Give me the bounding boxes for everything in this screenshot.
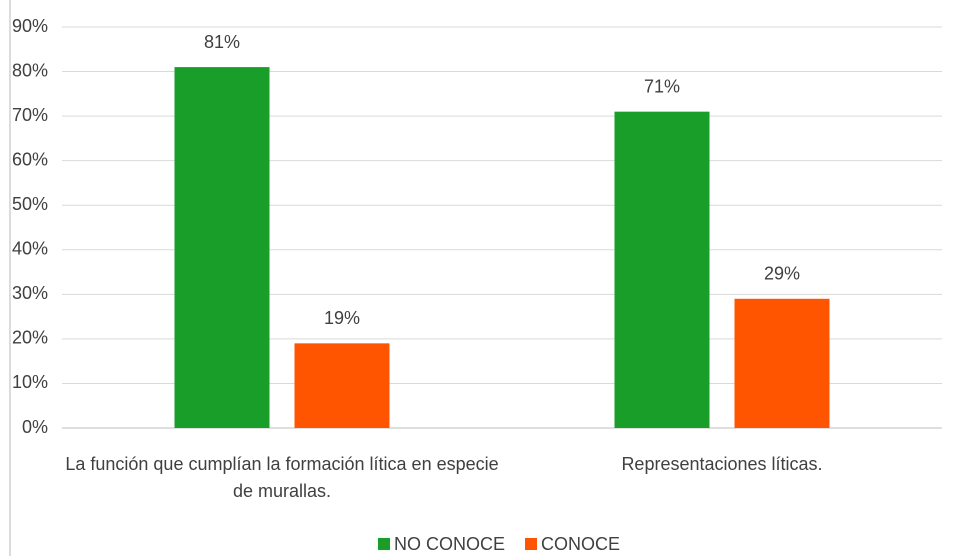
legend-swatch <box>378 538 390 550</box>
y-tick-label: 0% <box>22 417 48 437</box>
y-tick-label: 50% <box>12 194 48 214</box>
value-label: 19% <box>324 308 360 328</box>
value-label: 29% <box>764 264 800 284</box>
y-tick-label: 70% <box>12 105 48 125</box>
legend-label: CONOCE <box>541 534 620 554</box>
x-tick-label: Representaciones líticas. <box>621 454 822 474</box>
legend-label: NO CONOCE <box>394 534 505 554</box>
y-tick-label: 20% <box>12 328 48 348</box>
bar <box>174 67 270 428</box>
y-tick-label: 10% <box>12 372 48 392</box>
bar <box>614 111 710 429</box>
y-tick-label: 80% <box>12 60 48 80</box>
y-tick-label: 30% <box>12 283 48 303</box>
y-tick-label: 40% <box>12 239 48 259</box>
y-tick-label: 90% <box>12 16 48 36</box>
value-label: 81% <box>204 32 240 52</box>
y-tick-label: 60% <box>12 149 48 169</box>
bar <box>734 298 830 428</box>
value-label: 71% <box>644 76 680 96</box>
x-tick-label: La función que cumplían la formación lít… <box>65 454 498 501</box>
bar <box>294 343 390 428</box>
legend-swatch <box>525 538 538 550</box>
